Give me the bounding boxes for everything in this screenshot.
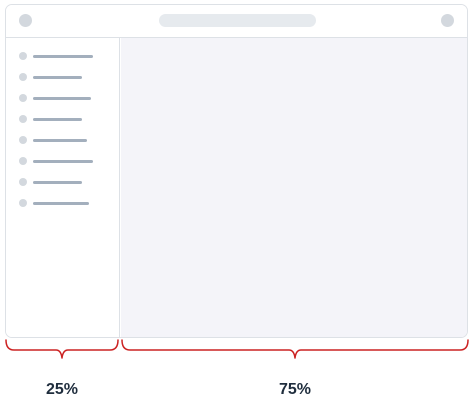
bullet-icon [19,94,27,102]
main-content-area [121,38,467,337]
sidebar-item-placeholder [33,202,89,205]
app-window [5,4,468,338]
sidebar-item-placeholder [33,118,82,121]
bullet-icon [19,157,27,165]
bullet-icon [19,199,27,207]
main-width-label: 75% [278,381,312,398]
sidebar-item-placeholder [33,181,82,184]
sidebar-item-placeholder [33,97,91,100]
sidebar-item-placeholder [33,55,93,58]
main-width-brace [121,339,469,359]
bullet-icon [19,136,27,144]
window-control-icon [19,14,32,27]
sidebar-item-placeholder [33,160,93,163]
title-bar [6,5,467,38]
bullet-icon [19,115,27,123]
bullet-icon [19,178,27,186]
sidebar-item-placeholder [33,76,82,79]
avatar-icon [441,14,454,27]
sidebar-width-label: 25% [45,381,79,398]
sidebar-item-placeholder [33,139,87,142]
sidebar [6,38,120,337]
bullet-icon [19,52,27,60]
sidebar-width-brace [5,339,119,359]
address-bar-placeholder [159,14,316,27]
bullet-icon [19,73,27,81]
